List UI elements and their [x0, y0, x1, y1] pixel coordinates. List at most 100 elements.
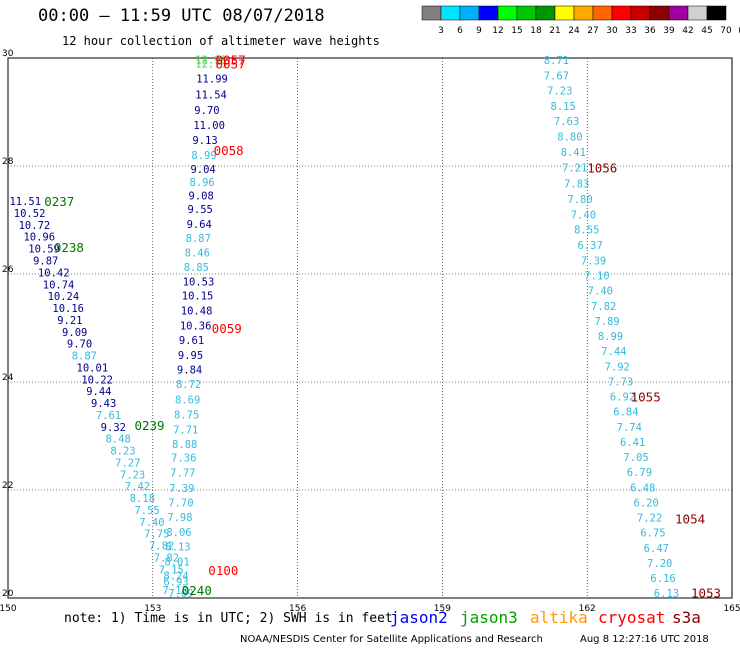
wave-height-label: 11.99 [196, 74, 228, 86]
wave-height-label: 7.42 [125, 481, 150, 493]
colorbar-label: 42 [682, 26, 693, 36]
generated-date: Aug 8 12:27:16 UTC 2018 [580, 634, 709, 645]
pass-time-label: 0057 [216, 56, 246, 71]
wave-height-label: 7.89 [594, 316, 619, 328]
units-note: note: 1) Time is in UTC; 2) SWH is in fe… [64, 611, 393, 626]
wave-height-label: 7.40 [571, 210, 596, 222]
wave-height-label: 6.48 [630, 482, 655, 494]
wave-height-label: 9.43 [91, 398, 116, 410]
wave-height-label: 8.13 [165, 542, 190, 554]
wave-height-label: 6.16 [650, 573, 675, 585]
wave-height-label: 7.36 [171, 453, 196, 465]
pass-time-label: 1053 [691, 586, 721, 601]
wave-height-label: 7.77 [170, 468, 195, 480]
colorbar-label: 30 [606, 26, 618, 36]
x-tick-label: 162 [579, 604, 596, 614]
wave-height-label: 9.09 [62, 327, 87, 339]
wave-height-label: 6.41 [620, 437, 645, 449]
wave-height-label: 8.75 [174, 409, 199, 421]
colorbar-swatch [706, 5, 727, 21]
wave-height-label: 10.42 [38, 267, 70, 279]
wave-height-label: 7.67 [544, 70, 569, 82]
wave-height-label: 8.01 [164, 556, 189, 568]
wave-height-label: 7.21 [562, 163, 587, 175]
colorbar-label: 36 [644, 26, 656, 36]
colorbar-label: 45 [701, 26, 712, 36]
wave-height-label: 8.99 [598, 331, 623, 343]
wave-height-label: 6.79 [627, 467, 652, 479]
wave-height-label: 9.08 [189, 191, 214, 203]
wave-height-label: 10.48 [181, 306, 213, 318]
wave-height-label: 8.24 [163, 570, 188, 582]
wave-height-label: 10.16 [52, 303, 84, 315]
wave-height-label: 6.75 [640, 528, 665, 540]
colorbar-label: 21 [549, 26, 560, 36]
wave-height-label: 6.47 [644, 543, 669, 555]
wave-height-label: 9.32 [101, 422, 126, 434]
page-title: 00:00 – 11:59 UTC 08/07/2018 [38, 6, 325, 26]
pass-time-label: 0237 [44, 194, 74, 209]
map-frame [7, 57, 733, 599]
wave-height-label: 9.70 [67, 339, 92, 351]
wave-height-label: 10.53 [183, 277, 215, 289]
wave-height-label: 8.72 [176, 379, 201, 391]
wave-height-label: 6.92 [610, 392, 635, 404]
wave-height-label: 7.73 [608, 376, 633, 388]
wave-height-label: 7.13 [162, 585, 187, 597]
wave-height-label: 7.44 [601, 346, 626, 358]
wave-height-label: 7.61 [96, 410, 121, 422]
y-tick-label: 28 [2, 157, 14, 167]
wave-height-label: 9.95 [178, 350, 203, 362]
y-tick-label: 24 [2, 373, 14, 383]
wave-height-label: 7.71 [173, 425, 198, 437]
wave-height-label: 9.55 [188, 204, 213, 216]
wave-height-label: 11.51 [9, 196, 41, 208]
wave-height-label: 8.23 [110, 446, 135, 458]
colorbar-label: 70 [720, 26, 732, 36]
pass-time-label: 0058 [214, 143, 244, 158]
wave-height-label: 11.54 [195, 90, 227, 102]
wave-height-label: 10.59 [28, 244, 60, 256]
wave-height-label: 7.05 [623, 452, 648, 464]
wave-height-label: 7.92 [605, 361, 630, 373]
wave-height-label: 8.85 [184, 262, 209, 274]
y-tick-label: 30 [2, 49, 14, 59]
wave-height-label: 8.99 [191, 150, 216, 162]
wave-height-label: 9.21 [57, 315, 82, 327]
colorbar-label: (ft) [738, 26, 740, 36]
wave-height-label: 8.15 [551, 101, 576, 113]
wave-height-label: 7.82 [149, 541, 174, 553]
wave-height-label: 8.96 [189, 177, 214, 189]
wave-height-label: 9.04 [190, 164, 215, 176]
x-tick-label: 165 [723, 604, 740, 614]
wave-height-label: 8.06 [166, 527, 191, 539]
colorbar-label: 3 [438, 26, 444, 36]
wave-height-label: 7.83 [564, 178, 589, 190]
wave-height-label: 7.23 [547, 85, 572, 97]
wave-height-label: 12.73 [195, 58, 227, 70]
colorbar-label: 33 [625, 26, 636, 36]
wave-height-label: 9.70 [194, 105, 219, 117]
wave-height-label: 8.18 [130, 493, 155, 505]
wave-height-label: 7.82 [154, 553, 179, 565]
wave-height-label: 7.10 [584, 271, 609, 283]
wave-height-label: 10.52 [14, 208, 46, 220]
pass-time-label: 0059 [212, 321, 242, 336]
wave-height-label: 6.13 [654, 588, 679, 600]
wave-height-label: 7.20 [647, 558, 672, 570]
wave-height-label: 8.88 [172, 439, 197, 451]
colorbar-label: 9 [476, 26, 482, 36]
legend-item-cryosat: cryosat [598, 608, 666, 627]
wave-height-label: 9.61 [179, 335, 204, 347]
wave-height-label: 10.36 [180, 320, 212, 332]
wave-height-label: 7.74 [617, 422, 642, 434]
wave-height-label: 8.46 [185, 247, 210, 259]
wave-height-label: 6.93 [163, 576, 188, 588]
wave-height-label: 7.75 [144, 529, 169, 541]
wave-height-label: 8.69 [175, 394, 200, 406]
wave-height-label: 8.41 [561, 147, 586, 159]
wave-height-label: 7.40 [588, 286, 613, 298]
pass-time-label: 0239 [134, 418, 164, 433]
colorbar-label: 18 [530, 26, 542, 36]
